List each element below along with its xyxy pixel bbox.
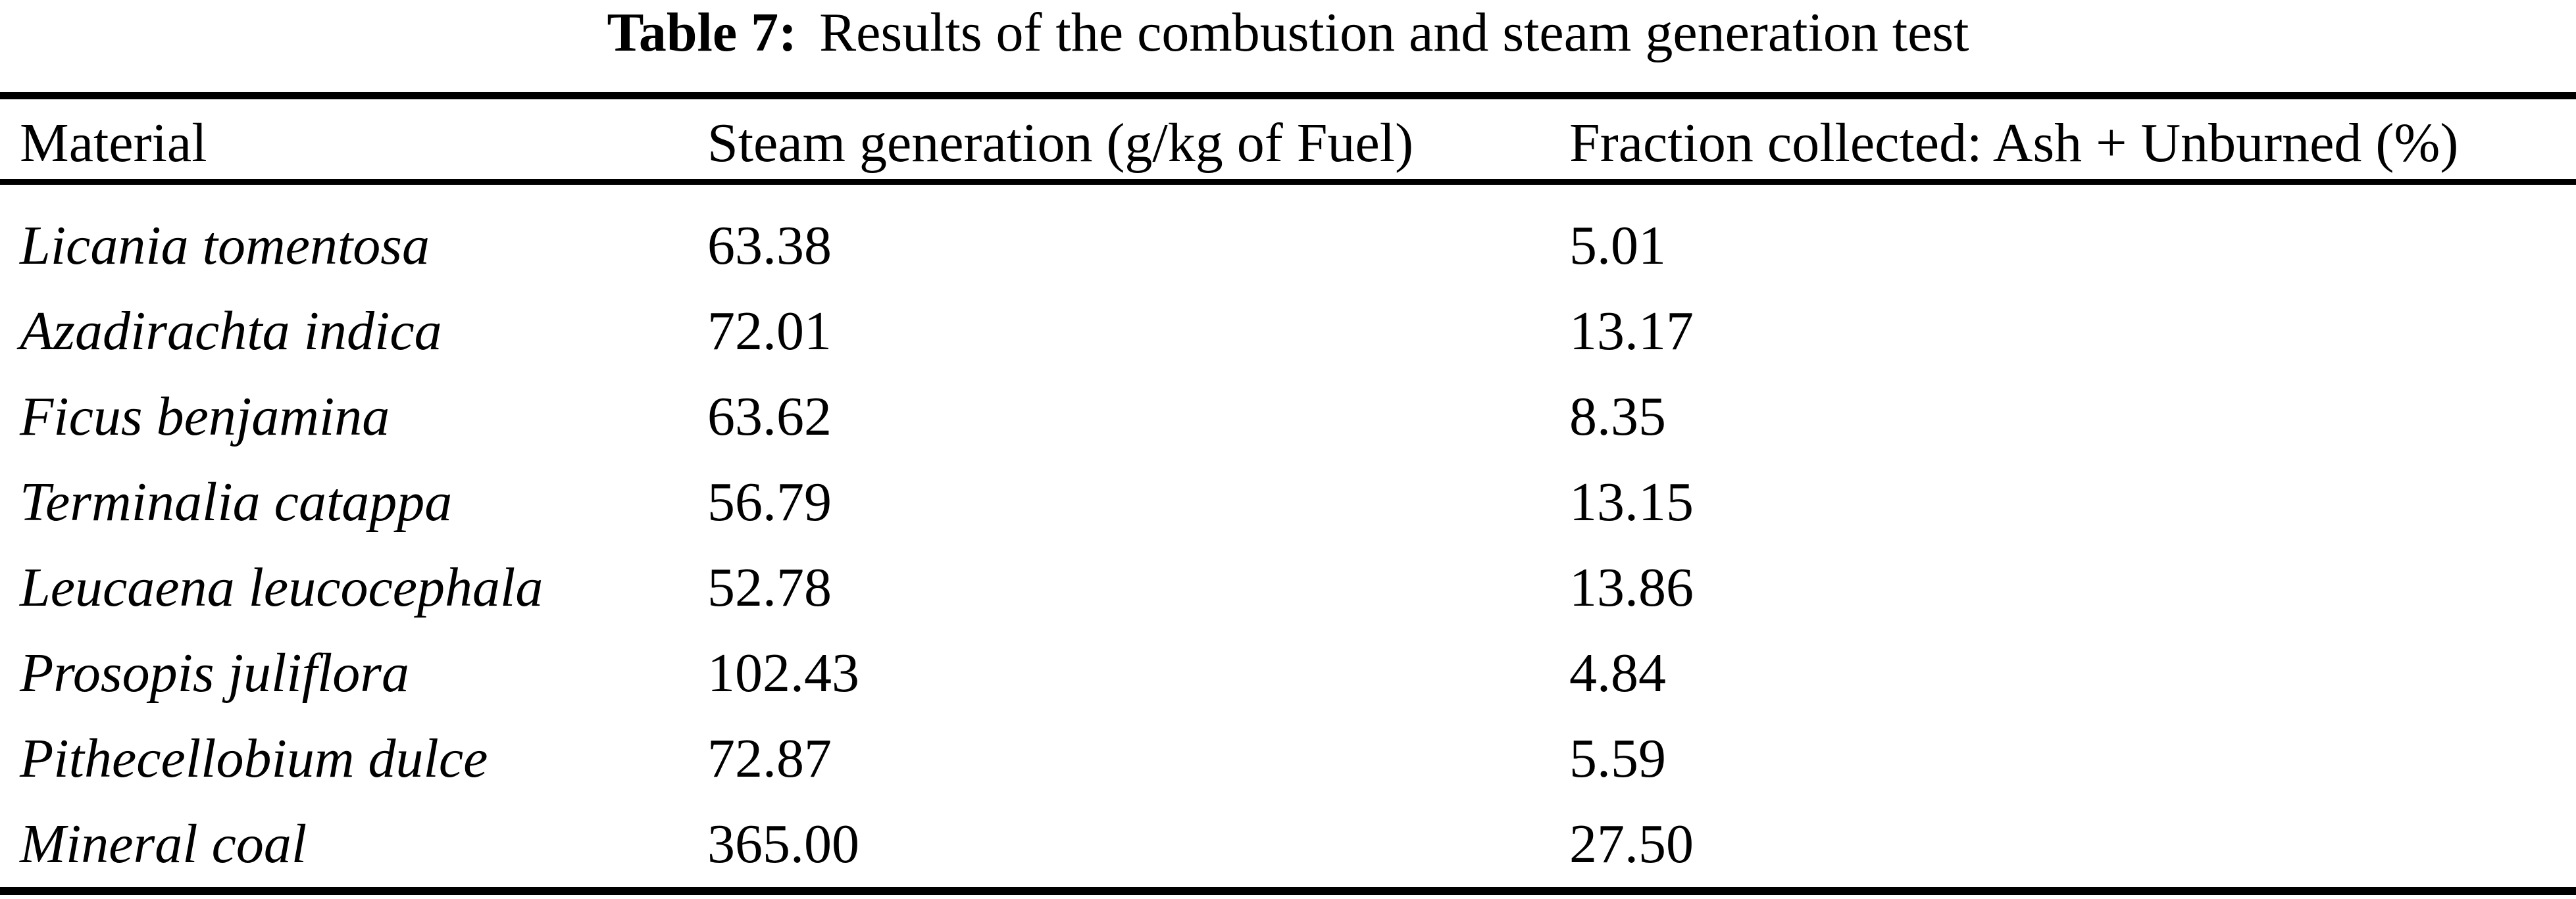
- fraction-cell: 13.86: [1569, 557, 1694, 618]
- table-header-row: Material Steam generation (g/kg of Fuel)…: [0, 99, 2576, 179]
- table-bottom-rule: [0, 887, 2576, 895]
- fraction-cell: 27.50: [1569, 814, 1694, 875]
- material-cell: Mineral coal: [20, 814, 307, 875]
- material-cell: Licania tomentosa: [20, 215, 430, 276]
- table-row: Mineral coal 365.00 27.50: [0, 802, 2576, 887]
- table-row: Pithecellobium dulce 72.87 5.59: [0, 716, 2576, 802]
- steam-cell: 102.43: [707, 643, 859, 704]
- steam-cell: 52.78: [707, 557, 832, 618]
- table-caption: Table 7: Results of the combustion and st…: [0, 0, 2576, 66]
- fraction-cell: 5.01: [1569, 215, 1666, 276]
- steam-cell: 72.01: [707, 301, 832, 362]
- table-row: Prosopis juliflora 102.43 4.84: [0, 631, 2576, 716]
- table-top-rule: [0, 92, 2576, 99]
- material-cell: Ficus benjamina: [20, 386, 390, 447]
- fraction-cell: 4.84: [1569, 643, 1666, 704]
- table-row: Azadirachta indica 72.01 13.17: [0, 289, 2576, 374]
- table-row: Terminalia catappa 56.79 13.15: [0, 460, 2576, 545]
- results-table: Material Steam generation (g/kg of Fuel)…: [0, 92, 2576, 895]
- col-header-material: Material: [20, 112, 207, 174]
- material-cell: Azadirachta indica: [20, 301, 442, 362]
- material-cell: Leucaena leucocephala: [20, 557, 543, 618]
- material-cell: Pithecellobium dulce: [20, 728, 488, 789]
- steam-cell: 72.87: [707, 728, 832, 789]
- table-row: Ficus benjamina 63.62 8.35: [0, 374, 2576, 460]
- table-caption-label: Table 7:: [607, 2, 797, 63]
- steam-cell: 56.79: [707, 472, 832, 533]
- table-caption-text: Results of the combustion and steam gene…: [819, 2, 1969, 63]
- table-body: Licania tomentosa 63.38 5.01 Azadirachta…: [0, 185, 2576, 887]
- material-cell: Terminalia catappa: [20, 472, 453, 533]
- fraction-cell: 13.17: [1569, 301, 1694, 362]
- steam-cell: 63.62: [707, 386, 832, 447]
- table-row: Licania tomentosa 63.38 5.01: [0, 203, 2576, 289]
- fraction-cell: 5.59: [1569, 728, 1666, 789]
- table-header-rule: [0, 179, 2576, 185]
- col-header-steam-generation: Steam generation (g/kg of Fuel): [707, 112, 1414, 174]
- steam-cell: 63.38: [707, 215, 832, 276]
- col-header-fraction-collected: Fraction collected: Ash + Unburned (%): [1569, 112, 2459, 174]
- fraction-cell: 13.15: [1569, 472, 1694, 533]
- material-cell: Prosopis juliflora: [20, 643, 409, 704]
- fraction-cell: 8.35: [1569, 386, 1666, 447]
- steam-cell: 365.00: [707, 814, 859, 875]
- table-row: Leucaena leucocephala 52.78 13.86: [0, 545, 2576, 631]
